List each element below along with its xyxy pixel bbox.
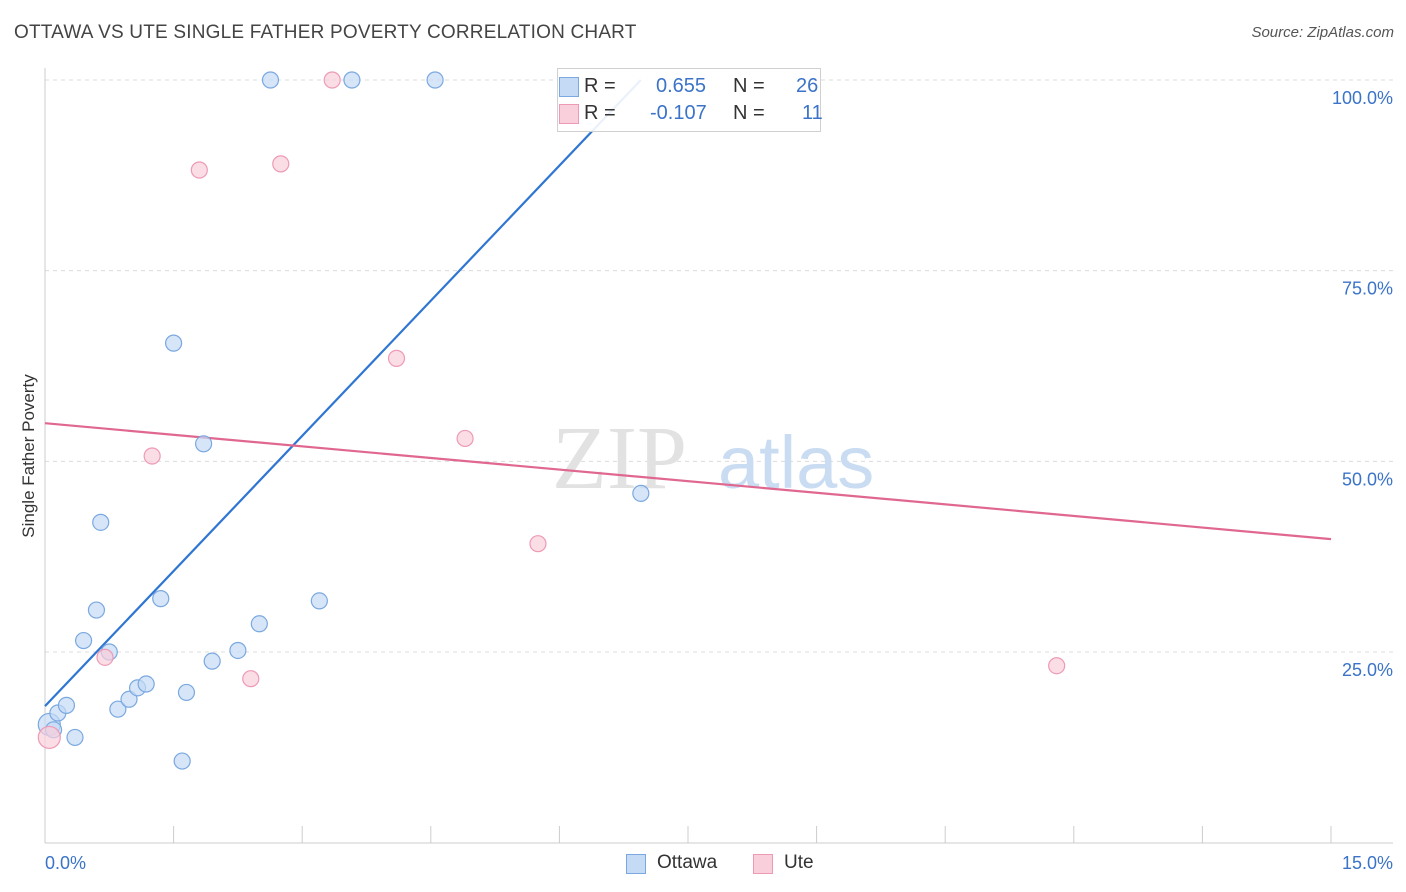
watermark: ZIP atlas xyxy=(552,409,874,508)
y-tick-label: 100.0% xyxy=(1332,88,1393,108)
point-ottawa xyxy=(57,696,76,714)
y-tick-label: 50.0% xyxy=(1342,469,1393,489)
point-ottawa xyxy=(152,590,170,608)
point-ottawa xyxy=(203,652,221,670)
data-points xyxy=(37,71,1066,770)
point-ute xyxy=(143,447,161,465)
legend-r-value: -0.107 xyxy=(650,102,707,124)
point-ottawa xyxy=(343,71,361,89)
point-ottawa xyxy=(120,690,138,708)
trend-lines xyxy=(44,79,1332,707)
chart-title: OTTAWA VS UTE SINGLE FATHER POVERTY CORR… xyxy=(14,22,637,43)
point-ottawa xyxy=(74,631,93,650)
legend-n-label: N = xyxy=(733,102,765,124)
point-ute xyxy=(323,71,341,89)
point-ottawa xyxy=(261,71,280,89)
bottom-legend-label-ute: Ute xyxy=(784,852,814,873)
point-ute xyxy=(529,535,547,553)
source-label: Source: ZipAtlas.com xyxy=(1251,24,1394,41)
point-ute xyxy=(190,161,208,179)
point-ottawa xyxy=(92,513,110,531)
watermark-zip: ZIP xyxy=(552,409,687,508)
legend-row-ute: R = -0.107 N = 11 xyxy=(559,102,823,126)
bottom-legend-label-ottawa: Ottawa xyxy=(657,852,718,873)
legend-r-value: 0.655 xyxy=(656,75,707,97)
x-tick-label-min: 0.0% xyxy=(45,853,86,873)
legend-r-label: R = xyxy=(584,75,616,97)
y-tick-label: 25.0% xyxy=(1342,660,1393,680)
legend-swatch-ottawa xyxy=(559,77,579,97)
point-ute xyxy=(96,648,114,666)
y-axis-label: Single Father Poverty xyxy=(19,374,38,538)
point-ute xyxy=(37,725,61,750)
legend-r-label: R = xyxy=(584,102,616,124)
point-ottawa xyxy=(250,615,268,633)
point-ottawa xyxy=(109,700,127,718)
point-ottawa xyxy=(177,683,196,702)
point-ute xyxy=(272,155,290,173)
legend-row-ottawa: R = 0.655 N = 26 xyxy=(559,75,818,99)
point-ute xyxy=(456,429,474,448)
bottom-legend-swatch-ute xyxy=(753,854,773,874)
legend-swatch-ute xyxy=(559,104,579,124)
grid-lines xyxy=(45,79,1393,653)
point-ottawa xyxy=(632,484,650,502)
x-tick-label-max: 15.0% xyxy=(1342,853,1393,873)
y-tick-label: 75.0% xyxy=(1342,279,1393,299)
trend-line-ottawa xyxy=(44,79,642,707)
point-ottawa xyxy=(195,435,213,453)
correlation-legend: R = 0.655 N = 26 R = -0.107 N = 11 xyxy=(557,68,823,132)
point-ottawa xyxy=(173,752,191,770)
point-ute xyxy=(1048,657,1066,675)
point-ottawa xyxy=(137,675,155,693)
legend-n-value: 26 xyxy=(796,75,819,97)
point-ottawa xyxy=(165,334,183,352)
bottom-legend-swatch-ottawa xyxy=(626,854,646,874)
point-ottawa xyxy=(310,592,328,610)
point-ute xyxy=(242,670,260,688)
legend-n-value: 11 xyxy=(802,102,823,124)
legend-n-label: N = xyxy=(733,75,765,97)
axis-labels: Single Father Poverty 25.0% 50.0% 75.0% 100… xyxy=(19,88,1393,873)
point-ute xyxy=(387,349,406,367)
trend-line-ute xyxy=(44,422,1332,541)
point-ottawa xyxy=(87,601,106,619)
point-ottawa xyxy=(426,71,444,89)
point-ottawa xyxy=(66,728,84,747)
point-ottawa xyxy=(229,641,247,660)
